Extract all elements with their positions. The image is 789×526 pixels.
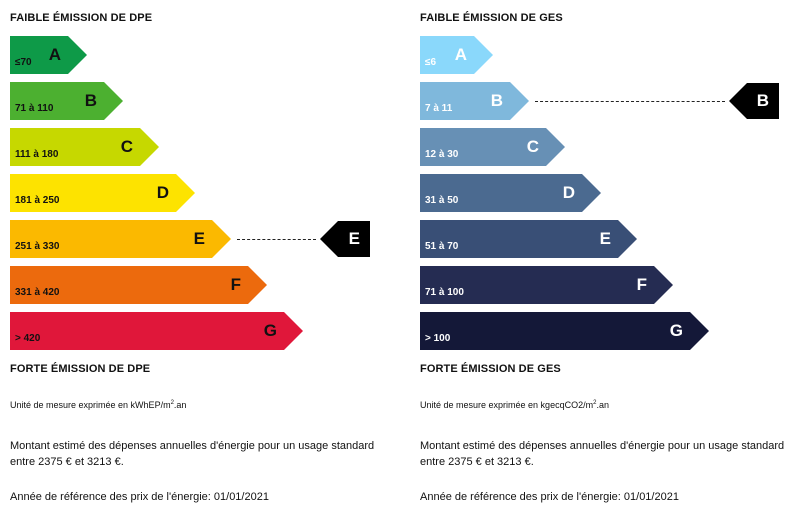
ges-bar-d: 31 à 50 D: [420, 174, 601, 212]
ges-bar-letter: C: [526, 137, 539, 156]
dpe-bar-letter: F: [230, 275, 241, 294]
dpe-current-class-marker: E: [320, 221, 370, 257]
dpe-bar-letter: B: [84, 91, 97, 110]
ges-bar-e: 51 à 70 E: [420, 220, 637, 258]
ges-bar-range: 7 à 11: [425, 103, 453, 114]
dpe-bar-letter: G: [263, 321, 277, 340]
ges-marker-line: [535, 101, 725, 102]
ges-reference: Année de référence des prix de l'énergie…: [420, 491, 679, 503]
ges-bar-c: 12 à 30 C: [420, 128, 565, 166]
dpe-bar-letter: A: [48, 45, 61, 64]
dpe-bar-letter: E: [193, 229, 205, 248]
ges-bar-a: ≤6 A: [420, 36, 493, 74]
ges-header-bottom: FORTE ÉMISSION DE GES: [420, 363, 561, 375]
dpe-bar-g: > 420 G: [10, 312, 303, 350]
ges-bar-f: 71 à 100 F: [420, 266, 673, 304]
dpe-unit: Unité de mesure exprimée en kWhEP/m2.an: [10, 400, 186, 410]
dpe-unit-sup: 2: [170, 400, 174, 406]
dpe-bar-b: 71 à 110 B: [10, 82, 123, 120]
ges-current-class-marker: B: [729, 83, 779, 119]
ges-unit-prefix: Unité de mesure exprimée en kgecqCO2/m: [420, 400, 594, 410]
dpe-info: Montant estimé des dépenses annuelles d'…: [10, 440, 375, 468]
ges-bar-range: 12 à 30: [425, 149, 459, 160]
dpe-bar-f: 331 à 420 F: [10, 266, 267, 304]
ges-header-top: FAIBLE ÉMISSION DE GES: [420, 12, 563, 24]
dpe-bar-range: > 420: [15, 333, 41, 344]
dpe-bar-letter: C: [120, 137, 133, 156]
dpe-header-top: FAIBLE ÉMISSION DE DPE: [10, 12, 153, 24]
ges-bar-letter: B: [490, 91, 503, 110]
dpe-current-class-letter: E: [348, 229, 360, 248]
dpe-header-bottom: FORTE ÉMISSION DE DPE: [10, 363, 151, 375]
dpe-reference: Année de référence des prix de l'énergie…: [10, 491, 269, 503]
dpe-bar-range: 111 à 180: [15, 149, 59, 160]
ges-bar-range: 31 à 50: [425, 195, 459, 206]
ges-unit-sup: 2: [593, 400, 597, 406]
dpe-bar-a: ≤70 A: [10, 36, 87, 74]
ges-unit-suffix: .an: [596, 400, 609, 410]
ges-unit: Unité de mesure exprimée en kgecqCO2/m2.…: [420, 400, 609, 410]
dpe-bar-c: 111 à 180 C: [10, 128, 159, 166]
dpe-bar-e: 251 à 330 E: [10, 220, 231, 258]
ges-bar-range: ≤6: [425, 57, 437, 68]
dpe-bar-range: ≤70: [15, 57, 32, 68]
ges-current-class-letter: B: [756, 91, 769, 110]
ges-bar-letter: G: [669, 321, 683, 340]
ges-bar-letter: A: [454, 45, 467, 64]
ges-bar-letter: E: [599, 229, 611, 248]
dpe-bar-d: 181 à 250 D: [10, 174, 195, 212]
dpe-bar-range: 251 à 330: [15, 241, 60, 252]
dpe-panel: FAIBLE ÉMISSION DE DPE ≤70 A 71 à 110 B 111 …: [10, 12, 375, 503]
ges-bar-range: > 100: [425, 333, 451, 344]
ges-bar-g: > 100 G: [420, 312, 709, 350]
dpe-unit-suffix: .an: [173, 400, 187, 410]
dpe-bar-range: 331 à 420: [15, 287, 60, 298]
ges-panel: FAIBLE ÉMISSION DE GES ≤6 A 7 à 11 B B 12 à 3…: [410, 0, 789, 526]
dpe-marker-line: [237, 239, 316, 240]
ges-bar-b: 7 à 11 B: [420, 82, 529, 120]
ges-bar-range: 71 à 100: [425, 287, 464, 298]
ges-bar-range: 51 à 70: [425, 241, 459, 252]
ges-bar-letter: F: [636, 275, 647, 294]
ges-info: Montant estimé des dépenses annuelles d'…: [420, 440, 785, 468]
dpe-bar-range: 181 à 250: [15, 195, 60, 206]
dpe-bar-range: 71 à 110: [15, 103, 54, 114]
ges-bar-letter: D: [562, 183, 575, 202]
dpe-bar-letter: D: [156, 183, 169, 202]
dpe-unit-prefix: Unité de mesure exprimée en kWhEP/m: [10, 400, 171, 410]
